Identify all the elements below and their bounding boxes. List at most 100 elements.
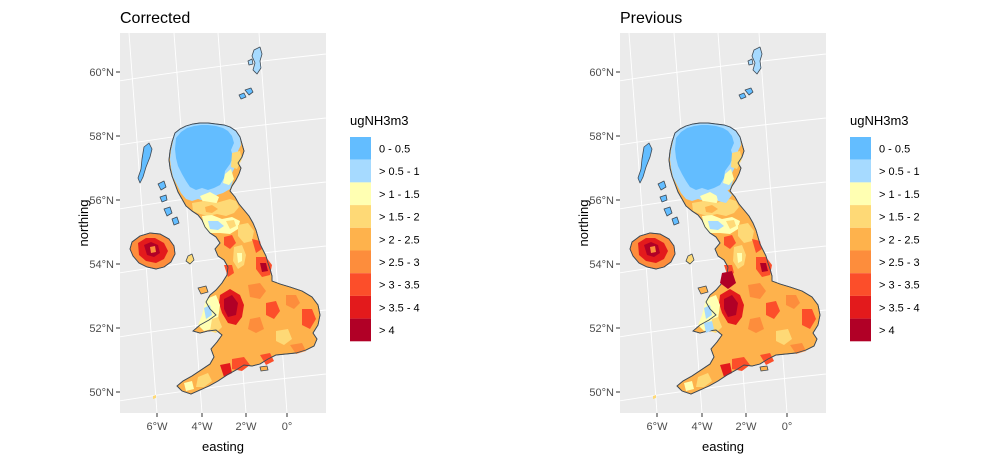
concentration-region xyxy=(286,295,300,309)
concentration-region xyxy=(185,253,195,265)
panel-title: Corrected xyxy=(120,10,190,27)
legend-label: > 2 - 2.5 xyxy=(379,234,420,246)
legend-label: > 2.5 - 3 xyxy=(879,257,920,269)
legend-title: ugNH3m3 xyxy=(850,113,909,128)
concentration-region xyxy=(175,125,234,190)
y-tick-label: 54°N xyxy=(89,259,114,271)
legend-label: > 1 - 1.5 xyxy=(379,189,420,201)
legend-label: > 3 - 3.5 xyxy=(879,280,920,292)
legend: ugNH3m3 0 - 0.5 > 0.5 - 1 > 1 - 1.5 > 1.5 -… xyxy=(850,113,920,342)
concentration-region xyxy=(705,205,718,213)
concentration-region xyxy=(802,309,816,329)
legend-label: 0 - 0.5 xyxy=(879,144,910,156)
concentration-region xyxy=(208,221,224,230)
legend-swatch xyxy=(850,227,871,251)
legend-swatch xyxy=(850,318,871,342)
concentration-region xyxy=(205,205,218,213)
x-axis-label: easting xyxy=(202,439,244,454)
concentration-region xyxy=(196,373,212,387)
graticule-meridian xyxy=(673,33,703,413)
concentration-region xyxy=(266,301,280,319)
concentration-region xyxy=(260,353,274,365)
concentration-region xyxy=(637,142,653,184)
concentration-region xyxy=(786,295,800,309)
x-axis-ticks: 6°W 4°W 2°W 0° xyxy=(147,413,292,433)
legend-swatch xyxy=(350,137,371,160)
concentration-region xyxy=(760,263,768,272)
legend-label: > 3.5 - 4 xyxy=(379,302,420,314)
concentration-region xyxy=(302,309,316,329)
legend-swatch xyxy=(850,295,871,319)
concentration-region xyxy=(197,285,209,295)
concentration-region xyxy=(150,246,156,253)
x-axis-ticks: 6°W 4°W 2°W 0° xyxy=(647,413,793,433)
legend-label: > 2.5 - 3 xyxy=(379,257,420,269)
concentration-region xyxy=(760,353,774,365)
legend: ugNH3m3 0 - 0.5 > 0.5 - 1 > 1 - 1.5 > 1.5 -… xyxy=(350,113,420,342)
legend-label: > 1 - 1.5 xyxy=(879,189,920,201)
concentration-region xyxy=(723,169,734,185)
legend-swatch xyxy=(850,273,871,296)
concentration-region xyxy=(653,395,656,399)
concentration-region xyxy=(744,87,754,96)
y-tick-label: 60°N xyxy=(589,67,614,79)
graticule-meridian xyxy=(173,33,203,413)
concentration-region xyxy=(708,221,724,230)
concentration-region xyxy=(224,265,234,277)
concentration-region xyxy=(738,92,747,100)
legend-swatch xyxy=(350,273,371,296)
y-tick-label: 58°N xyxy=(89,131,114,143)
x-tick-label: 0° xyxy=(782,421,793,433)
concentration-region xyxy=(650,246,656,253)
x-tick-label: 6°W xyxy=(647,421,669,433)
concentration-region xyxy=(248,317,264,333)
concentration-region xyxy=(224,295,238,317)
concentration-region xyxy=(259,365,269,372)
legend-swatch xyxy=(350,182,371,206)
legend-label: > 4 xyxy=(879,325,895,337)
y-tick-label: 60°N xyxy=(89,67,114,79)
coastline xyxy=(129,232,176,270)
concentration-region xyxy=(232,357,250,371)
legend-swatch xyxy=(350,250,371,274)
legend-swatch xyxy=(350,159,371,183)
y-tick-label: 50°N xyxy=(89,387,114,399)
concentration-region xyxy=(226,220,236,229)
concentration-region xyxy=(659,194,668,203)
panel-title: Previous xyxy=(620,10,682,27)
concentration-region xyxy=(720,271,736,289)
coastline xyxy=(668,122,821,395)
y-tick-label: 56°N xyxy=(589,195,614,207)
x-tick-label: 2°W xyxy=(236,421,258,433)
y-tick-label: 54°N xyxy=(589,259,614,271)
y-axis-label: northing xyxy=(76,200,91,247)
concentration-region xyxy=(716,189,732,203)
concentration-region xyxy=(748,317,764,333)
concentration-region xyxy=(671,216,680,226)
concentration-region xyxy=(685,253,695,265)
x-tick-label: 2°W xyxy=(736,421,758,433)
legend-swatch xyxy=(350,295,371,319)
concentration-region xyxy=(251,46,263,75)
legend-label: > 4 xyxy=(379,325,395,337)
graticule-parallel xyxy=(120,373,326,402)
concentration-region xyxy=(724,235,736,249)
uk-ammonia-map xyxy=(129,46,321,399)
concentration-region xyxy=(766,301,780,319)
legend-swatch xyxy=(350,227,371,251)
concentration-region xyxy=(737,253,742,263)
map-panel-previous: 60°N 58°N 56°N 54°N 52°N 50°N 6°W 4°W 2°W 0° Pre… xyxy=(576,10,920,454)
y-tick-label: 52°N xyxy=(89,323,114,335)
legend-swatch xyxy=(850,182,871,206)
legend-label: > 0.5 - 1 xyxy=(879,166,920,178)
y-axis-ticks: 60°N 58°N 56°N 54°N 52°N 50°N xyxy=(589,67,620,399)
concentration-region xyxy=(276,329,292,345)
concentration-region xyxy=(223,169,234,185)
concentration-region xyxy=(171,216,180,226)
concentration-region xyxy=(684,381,694,391)
legend-label: > 3.5 - 4 xyxy=(879,302,920,314)
concentration-region xyxy=(663,206,673,217)
legend-label: 0 - 0.5 xyxy=(379,144,410,156)
y-axis-label: northing xyxy=(576,200,591,247)
